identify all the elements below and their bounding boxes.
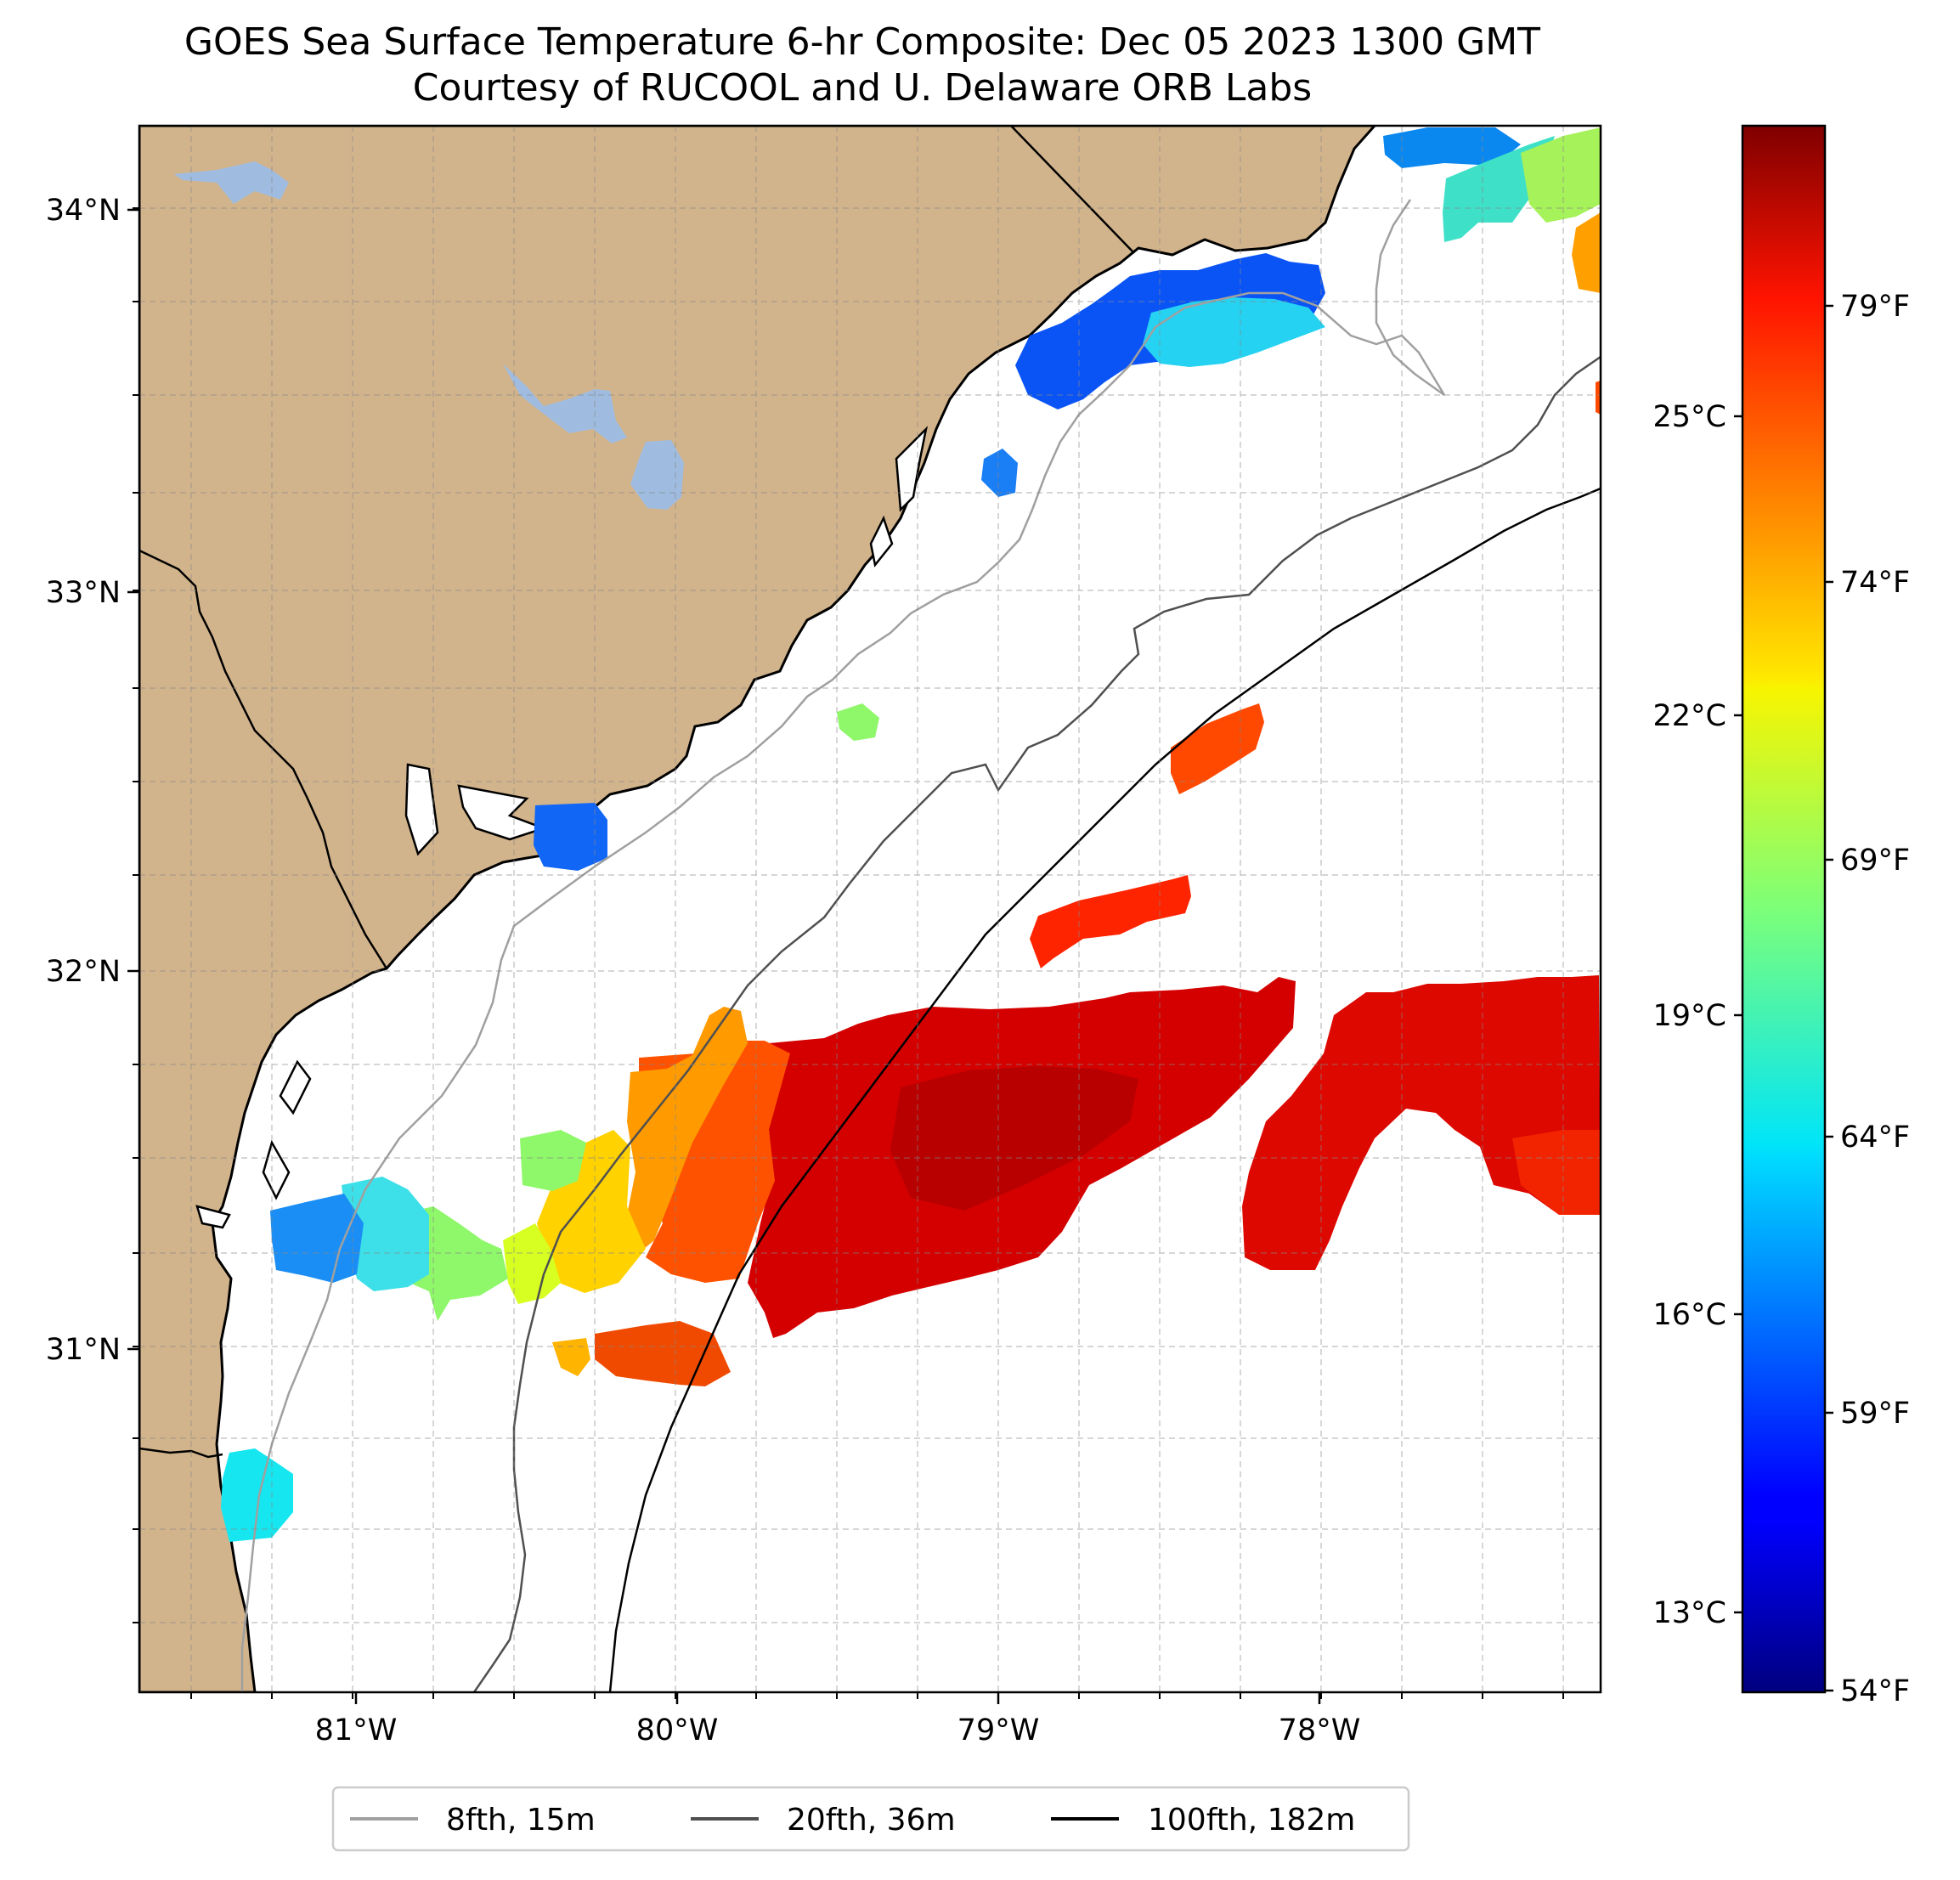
lon-tick-label: 80°W — [636, 1713, 719, 1747]
sst-patch-blue-32n — [534, 803, 607, 871]
colorbar-fahrenheit-label: 59°F — [1840, 1397, 1910, 1431]
colorbar-celsius-label: 16°C — [1653, 1298, 1726, 1332]
state-border-nc-sc — [1010, 126, 1135, 254]
estuary-inlets — [195, 426, 929, 1229]
legend-label-8fth: 8fth, 15m — [446, 1803, 596, 1838]
legend-label-100fth: 100fth, 182m — [1148, 1803, 1355, 1838]
colorbar-fahrenheit-label: 69°F — [1840, 844, 1910, 878]
sst-patch-blue-west — [270, 1194, 364, 1283]
sst-patch-orange-red-2 — [1171, 703, 1264, 794]
colorbar-ticks — [1734, 304, 1833, 1692]
legend-label-20fth: 20fth, 36m — [787, 1803, 956, 1838]
colorbar-gradient — [1741, 124, 1827, 1694]
colorbar-fahrenheit-label: 79°F — [1840, 290, 1910, 324]
lon-tick-label: 78°W — [1279, 1713, 1361, 1747]
sst-patch-ne-orange — [1572, 212, 1601, 293]
map-frame — [138, 124, 1602, 1694]
lon-tick-label: 79°W — [957, 1713, 1040, 1747]
sst-patch-east-edge — [1512, 1130, 1601, 1215]
figure-subtitle: Courtesy of RUCOOL and U. Delaware ORB L… — [413, 66, 1312, 110]
lake-moultrie — [174, 161, 289, 204]
sst-patch-cyan-south — [221, 1448, 293, 1542]
lat-tick-label: 31°N — [46, 1333, 121, 1367]
sst-patch-main-core — [890, 1066, 1138, 1211]
sst-patch-ne-blue — [1383, 127, 1521, 168]
sst-patch-lime — [503, 1223, 561, 1304]
sst-patch-cyan-west — [342, 1177, 429, 1291]
colorbar-fahrenheit-label: 64°F — [1840, 1121, 1910, 1155]
sst-patch-east — [1242, 975, 1601, 1270]
sst-patch-red-1 — [1030, 875, 1191, 968]
colorbar-celsius-label: 19°C — [1653, 999, 1726, 1033]
state-border-ga-sc — [139, 549, 388, 969]
isobath-8fth — [240, 199, 1446, 1692]
figure-title: GOES Sea Surface Temperature 6-hr Compos… — [184, 20, 1540, 64]
sst-patch-ne-red-speck — [1596, 381, 1601, 415]
sst-patch-amber-south — [552, 1338, 590, 1376]
colorbar-fahrenheit-label: 74°F — [1840, 566, 1910, 600]
sst-patch-north-blue-small — [981, 449, 1018, 497]
sst-patch-amber — [627, 1007, 748, 1253]
legend-box — [331, 1786, 1410, 1852]
lon-tick-label: 81°W — [315, 1713, 398, 1747]
map-gridlines — [139, 126, 1601, 1692]
legend: 8fth, 15m 20fth, 36m 100fth, 182m — [331, 1786, 1410, 1852]
sst-patch-green-speck — [837, 703, 879, 741]
lake-marion — [503, 364, 627, 443]
isobath-20fth — [472, 355, 1601, 1692]
sst-patch-north-cyan — [1143, 297, 1325, 367]
colorbar-celsius-label: 13°C — [1653, 1596, 1726, 1630]
land-mass — [139, 126, 1377, 1692]
sst-patch-ne-green — [1521, 127, 1601, 223]
lat-tick-label: 34°N — [46, 194, 121, 228]
colorbar: 25°C 22°C 19°C 16°C 13°C 79°F 74°F 69°F … — [1653, 124, 1910, 1708]
sst-patch-green — [399, 1130, 586, 1321]
isobath-100fth — [608, 487, 1601, 1692]
map-ticks — [127, 207, 1564, 1704]
colorbar-celsius-label: 25°C — [1653, 400, 1726, 434]
lat-tick-label: 33°N — [46, 576, 121, 610]
map-area — [139, 126, 1601, 1692]
colorbar-celsius-label: 22°C — [1653, 699, 1726, 733]
lat-tick-label: 32°N — [46, 955, 121, 989]
colorbar-fahrenheit-label: 54°F — [1840, 1674, 1910, 1708]
